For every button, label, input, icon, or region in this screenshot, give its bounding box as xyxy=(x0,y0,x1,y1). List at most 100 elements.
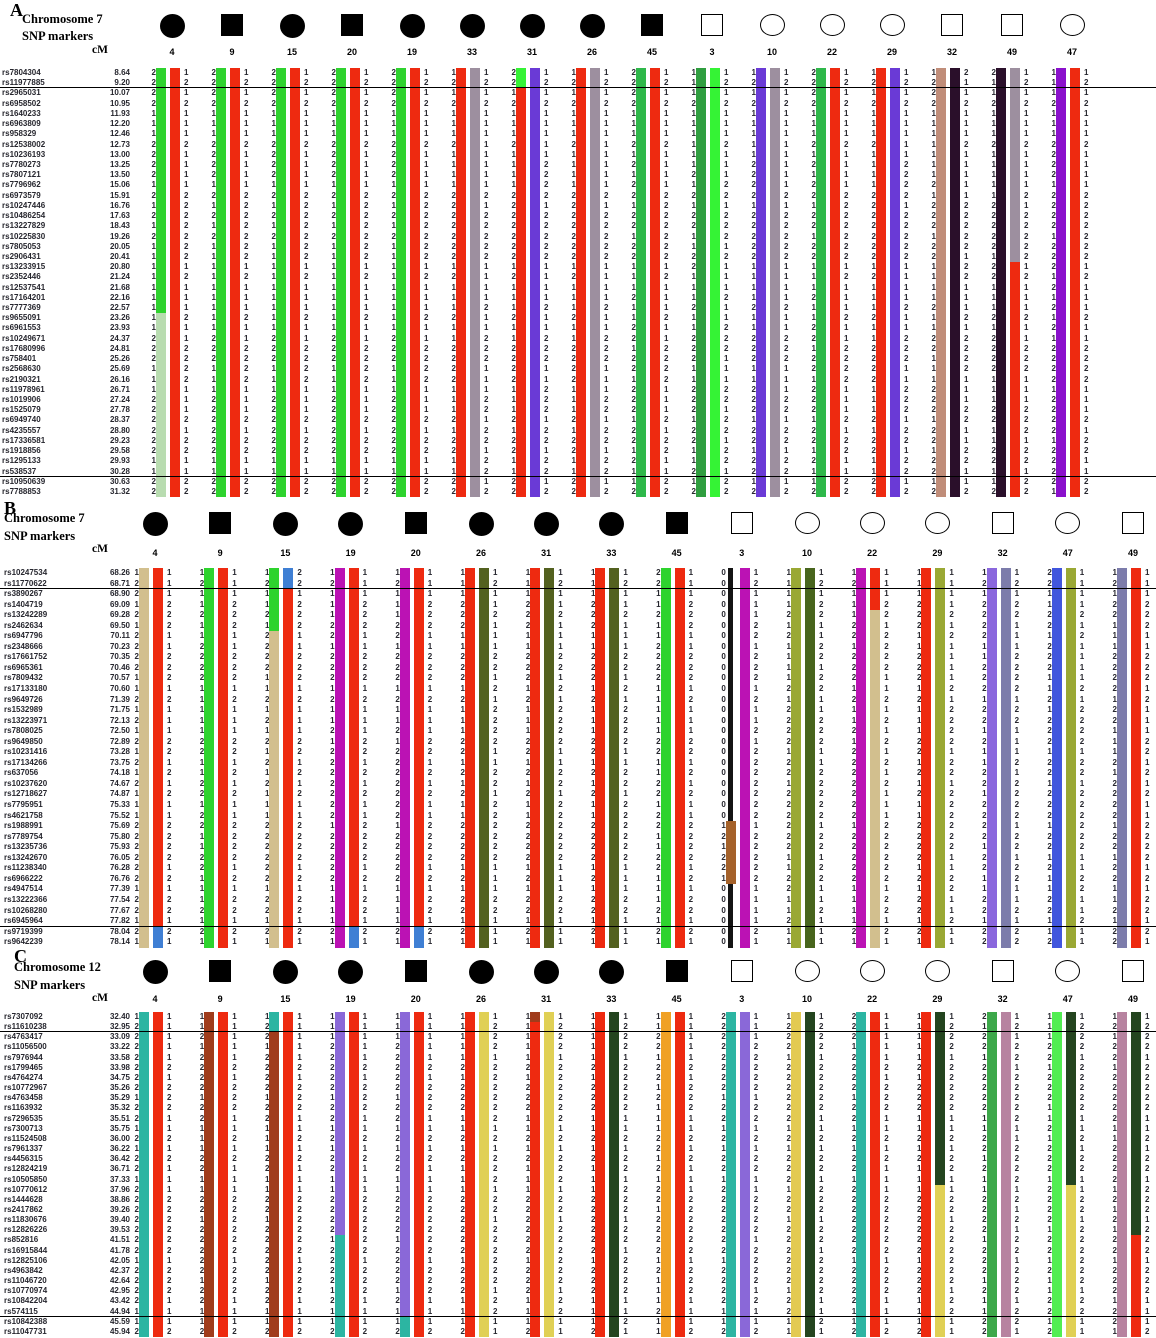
right-allele-column: 1 2 1 1 2 1 1 1 2 2 1 2 1 2 2 2 2 1 1 2 … xyxy=(623,568,628,947)
left-haplotype-bar xyxy=(660,1012,671,1337)
right-haplotype-bar xyxy=(1065,568,1076,948)
left-haplotype-bar xyxy=(269,568,280,948)
individual-id: 26 xyxy=(475,994,486,1004)
individual-id: 31 xyxy=(541,548,552,558)
left-haplotype-bar xyxy=(1117,1012,1127,1337)
open-square-icon xyxy=(991,960,1014,982)
individual-id: 22 xyxy=(867,548,878,558)
left-haplotype-bar xyxy=(921,568,932,948)
right-allele-column: 1 2 1 2 2 1 1 1 2 2 2 2 1 2 2 1 1 1 2 1 … xyxy=(1014,568,1020,947)
right-allele-column: 1 2 1 2 1 1 1 2 1 1 1 1 2 2 2 2 2 2 2 1 … xyxy=(184,68,189,496)
haplotype-segment-tan xyxy=(936,68,946,497)
individual-id: 33 xyxy=(606,994,617,1004)
left-haplotype-bar xyxy=(986,1012,997,1337)
haplotype-segment-green_dark xyxy=(935,1012,946,1185)
haplotype-segment-orange xyxy=(660,1012,671,1337)
panel-a: A Chromosome 7 SNP markers cM rs7804304 … xyxy=(0,0,1156,498)
left-allele-column: 1 1 1 1 1 2 1 2 2 2 1 1 2 1 2 1 1 1 2 2 … xyxy=(916,1012,922,1336)
right-allele-column: 1 2 2 2 1 2 2 2 2 2 2 1 2 1 2 2 2 1 2 2 … xyxy=(493,1012,498,1336)
haplotype-segment-blue xyxy=(348,926,359,948)
right-allele-column: 1 1 1 2 2 2 1 1 2 2 2 1 2 1 1 1 2 2 1 2 … xyxy=(362,568,368,947)
haplotype-segment-tan xyxy=(870,610,881,948)
left-allele-column: 2 2 2 2 1 1 1 2 2 2 2 1 2 1 2 1 2 1 1 1 … xyxy=(331,68,336,496)
filled-circle-icon xyxy=(272,960,298,984)
haplotype-segment-khaki xyxy=(479,1012,489,1337)
right-allele-column: 1 2 1 2 1 1 1 1 1 2 2 2 2 1 2 2 2 2 2 1 … xyxy=(904,68,909,496)
filled-circle-icon xyxy=(272,512,298,536)
right-allele-column: 1 2 1 2 2 1 2 2 2 2 2 1 1 2 2 2 2 1 2 1 … xyxy=(1014,1012,1020,1336)
individual-id: 31 xyxy=(526,47,537,57)
haplotype-segment-red xyxy=(456,68,466,497)
left-allele-column: 1 1 1 1 2 1 2 1 1 1 1 2 1 2 2 2 2 1 2 2 … xyxy=(786,568,791,947)
haplotype-segment-green_light xyxy=(1051,1012,1062,1337)
haplotype-segment-olive_light xyxy=(1065,568,1076,948)
haplotype-segment-teal xyxy=(399,1316,410,1337)
individual-id: 29 xyxy=(886,47,897,57)
haplotype-segment-green xyxy=(660,568,671,948)
filled-circle-icon xyxy=(399,14,425,38)
haplotype-segment-khaki xyxy=(1065,1184,1076,1337)
left-allele-column: 2 1 1 2 1 1 1 2 1 1 1 1 1 2 2 2 2 2 1 2 … xyxy=(991,68,996,496)
right-haplotype-bar xyxy=(348,1012,359,1337)
haplotype-segment-teal xyxy=(334,1235,345,1337)
panel-a-snp-markers-label: SNP markers xyxy=(22,29,94,43)
filled-circle-icon xyxy=(533,960,559,984)
panel-a-chromosome-title: Chromosome 7 xyxy=(22,12,103,26)
right-haplotype-bar xyxy=(950,68,960,497)
haplotype-segment-green xyxy=(216,68,226,497)
right-haplotype-bar xyxy=(935,568,946,948)
left-allele-column: 1 1 2 1 2 2 2 2 1 2 2 1 1 1 2 2 1 1 2 2 … xyxy=(199,1012,205,1336)
left-haplotype-bar xyxy=(1051,1012,1062,1337)
right-haplotype-bar xyxy=(590,68,600,497)
haplotype-segment-red xyxy=(1010,262,1020,497)
right-haplotype-bar xyxy=(479,1012,489,1337)
filled-square-icon xyxy=(665,512,688,534)
left-allele-column: 1 2 1 2 1 1 1 2 1 1 1 1 2 2 2 2 2 2 2 1 … xyxy=(871,68,876,496)
individual-id: 3 xyxy=(709,47,715,57)
left-haplotype-bar xyxy=(1117,568,1127,948)
haplotype-segment-red xyxy=(290,68,300,497)
haplotype-segment-blue xyxy=(153,926,163,948)
haplotype-segment-yellow xyxy=(791,1012,801,1337)
left-allele-column: 1 1 1 2 2 2 1 1 2 2 2 1 2 1 1 1 2 2 1 2 … xyxy=(460,568,465,947)
right-haplotype-bar xyxy=(218,568,229,948)
left-allele-column: 1 1 1 1 1 2 1 2 2 2 1 1 2 1 2 1 1 1 2 2 … xyxy=(460,1012,465,1336)
right-haplotype-bar xyxy=(170,68,180,497)
individual-id: 10 xyxy=(766,47,777,57)
individual-id: 45 xyxy=(671,994,682,1004)
open-circle-icon xyxy=(924,512,950,534)
individual-id: 49 xyxy=(1006,47,1017,57)
haplotype-segment-red xyxy=(465,1012,475,1337)
left-allele-column: 1 1 1 2 2 2 1 1 2 2 2 1 2 1 1 1 2 2 1 2 … xyxy=(525,568,531,947)
haplotype-segment-red xyxy=(1131,1235,1141,1337)
left-haplotype-bar xyxy=(465,1012,475,1337)
haplotype-segment-red xyxy=(595,568,606,948)
haplotype-segment-purple xyxy=(890,68,900,497)
left-allele-column: 2 2 1 1 2 1 1 2 2 2 2 1 1 1 1 1 2 2 1 1 … xyxy=(656,568,661,947)
haplotype-segment-red xyxy=(218,1012,229,1337)
individual-id: 32 xyxy=(997,994,1008,1004)
left-haplotype-bar xyxy=(465,568,475,948)
left-allele-column: 1 2 1 1 2 1 1 2 2 2 2 1 1 1 1 1 2 2 1 1 … xyxy=(199,568,205,947)
haplotype-segment-red xyxy=(650,68,660,497)
haplotype-segment-green xyxy=(156,68,166,314)
haplotype-segment-purple xyxy=(739,1012,750,1337)
haplotype-segment-gray xyxy=(770,68,780,497)
right-allele-column: 1 2 1 2 1 1 1 1 1 1 1 1 2 1 2 2 2 2 2 1 … xyxy=(784,68,789,496)
marker-cm-column: 8.64 9.20 10.07 10.95 11.93 12.20 12.46 … xyxy=(109,68,130,496)
right-haplotype-bar xyxy=(870,568,881,948)
right-haplotype-bar xyxy=(1000,568,1011,948)
right-allele-column: 1 1 1 2 2 2 1 1 2 2 2 1 2 1 1 1 2 2 1 2 … xyxy=(427,568,433,947)
right-allele-column: 1 2 1 2 1 1 1 2 1 1 1 1 2 2 2 2 2 2 2 1 … xyxy=(424,68,429,496)
left-allele-column: 2 2 2 2 1 1 1 2 2 2 2 1 2 1 2 1 2 1 1 1 … xyxy=(211,68,216,496)
left-haplotype-bar xyxy=(156,68,166,497)
haplotype-segment-mauve xyxy=(1117,1012,1127,1337)
haplotype-segment-green_dark xyxy=(805,1012,815,1337)
haplotype-segment-red xyxy=(674,1012,685,1337)
filled-square-icon xyxy=(641,14,663,36)
left-haplotype-bar xyxy=(816,68,826,497)
haplotype-segment-green xyxy=(336,68,346,497)
haplotype-segment-purple xyxy=(756,68,766,497)
left-haplotype-bar xyxy=(791,1012,801,1337)
right-haplotype-bar xyxy=(890,68,900,497)
